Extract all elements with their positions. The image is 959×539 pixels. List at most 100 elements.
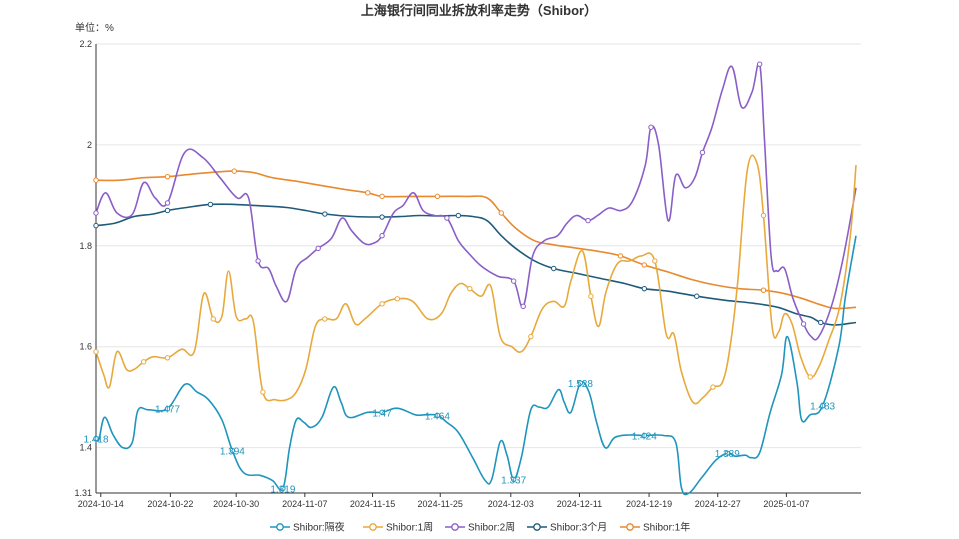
data-label: 1.483 xyxy=(810,402,835,413)
data-point xyxy=(652,258,658,264)
data-point xyxy=(280,485,286,492)
data-label: 1.394 xyxy=(220,447,245,458)
data-point xyxy=(260,389,266,395)
x-tick-label: 2024-10-14 xyxy=(78,499,124,509)
data-point xyxy=(164,173,171,180)
legend-item[interactable]: Shibor:1年 xyxy=(620,521,690,534)
data-point xyxy=(498,210,504,216)
data-point xyxy=(207,201,214,208)
data-point xyxy=(93,210,99,216)
legend-label: Shibor:1周 xyxy=(386,522,433,534)
x-tick-label: 2025-01-07 xyxy=(763,499,809,509)
x-tick-label: 2024-10-22 xyxy=(147,499,193,509)
series-line-0 xyxy=(95,235,857,496)
data-point xyxy=(140,359,147,365)
data-point xyxy=(164,406,171,412)
legend-label: Shibor:隔夜 xyxy=(293,521,345,534)
data-point xyxy=(585,217,591,224)
data-label: 1.319 xyxy=(270,484,295,495)
legend-item[interactable]: Shibor:3个月 xyxy=(527,522,607,534)
data-point xyxy=(379,233,385,239)
legend-marker xyxy=(626,523,634,531)
data-point xyxy=(694,293,700,299)
data-label: 1.47 xyxy=(372,408,392,419)
x-tick-label: 2024-10-30 xyxy=(213,499,259,509)
data-point xyxy=(93,177,99,183)
data-point xyxy=(800,321,807,327)
data-point xyxy=(93,222,99,229)
data-point xyxy=(520,303,526,310)
data-label: 1.477 xyxy=(155,405,180,416)
series-line-1 xyxy=(95,154,857,405)
legend-label: Shibor:1年 xyxy=(643,521,690,534)
data-point xyxy=(93,435,99,442)
data-point xyxy=(434,193,441,200)
data-point xyxy=(164,355,171,361)
data-point xyxy=(164,207,171,214)
y-tick-label: 1.31 xyxy=(74,488,92,498)
legend-marker xyxy=(451,523,459,531)
data-point xyxy=(577,380,584,386)
data-label: 1.424 xyxy=(632,431,657,442)
data-point xyxy=(467,285,473,292)
data-point xyxy=(322,211,328,217)
legend-item[interactable]: Shibor:2周 xyxy=(445,522,515,534)
legend-item[interactable]: Shibor:隔夜 xyxy=(270,521,345,534)
data-point xyxy=(641,262,648,268)
data-point xyxy=(807,374,813,380)
y-tick-label: 1.4 xyxy=(79,443,92,453)
data-point xyxy=(710,384,716,390)
data-point xyxy=(229,447,236,454)
data-point xyxy=(724,450,730,456)
data-point xyxy=(760,212,767,219)
legend-marker xyxy=(276,523,284,531)
x-tick-label: 2024-11-15 xyxy=(350,499,395,509)
data-point xyxy=(641,285,648,292)
data-point xyxy=(379,193,385,200)
data-label: 1.337 xyxy=(501,475,526,486)
data-point xyxy=(818,319,824,326)
data-point xyxy=(455,212,462,219)
data-point xyxy=(699,149,706,156)
series-line-4 xyxy=(95,170,857,310)
y-tick-label: 1.8 xyxy=(79,241,92,251)
data-point xyxy=(210,316,216,322)
unit-label: 单位：% xyxy=(75,21,114,34)
x-tick-label: 2024-12-27 xyxy=(695,499,741,509)
data-point xyxy=(648,124,654,130)
series-line-2 xyxy=(95,61,857,341)
legend-label: Shibor:2周 xyxy=(468,522,515,534)
data-point xyxy=(617,253,624,259)
data-point xyxy=(379,301,385,307)
data-point xyxy=(760,287,767,293)
data-point xyxy=(756,61,763,67)
data-point xyxy=(379,214,385,220)
data-point xyxy=(255,258,261,264)
data-point xyxy=(379,409,385,415)
data-point xyxy=(510,476,517,483)
chart-title: 上海银行间同业拆放利率走势（Shibor） xyxy=(361,3,597,18)
series-line-3 xyxy=(95,203,857,326)
data-point xyxy=(819,403,826,409)
data-label: 1.389 xyxy=(715,449,740,460)
legend-item[interactable]: Shibor:1周 xyxy=(363,522,433,534)
data-point xyxy=(322,316,328,322)
x-tick-label: 2024-11-25 xyxy=(418,499,463,509)
data-point xyxy=(528,333,534,340)
x-tick-label: 2024-12-03 xyxy=(488,499,534,509)
data-point xyxy=(164,200,171,206)
data-point xyxy=(510,278,517,284)
data-point xyxy=(231,168,237,174)
legend-label: Shibor:3个月 xyxy=(550,522,607,534)
y-tick-label: 2 xyxy=(87,140,92,150)
data-point xyxy=(93,349,99,355)
data-point xyxy=(641,432,648,439)
legend-marker xyxy=(533,523,541,531)
data-point xyxy=(394,296,401,302)
x-tick-label: 2024-11-07 xyxy=(282,499,327,509)
x-tick-label: 2024-12-19 xyxy=(626,499,672,509)
legend-marker xyxy=(369,523,377,531)
data-point xyxy=(551,265,557,272)
y-tick-label: 1.6 xyxy=(79,342,92,352)
